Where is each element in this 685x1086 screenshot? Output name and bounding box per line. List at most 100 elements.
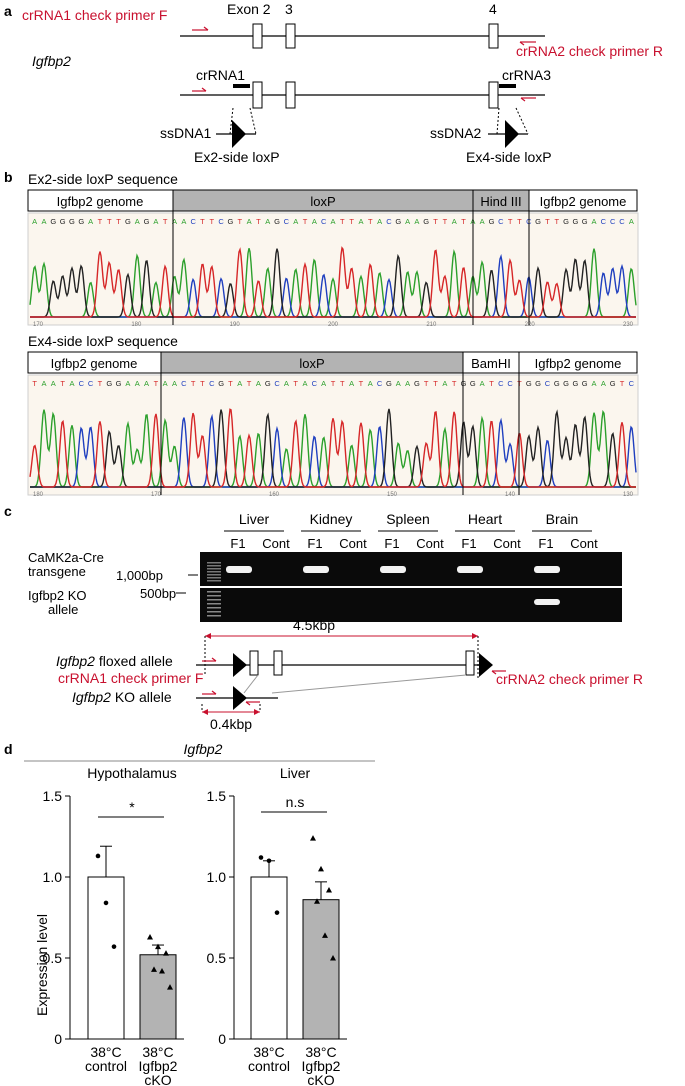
data-point [322, 932, 328, 938]
ex4-base: A [321, 379, 326, 388]
ex2-base: T [163, 217, 168, 226]
ex2-trace [29, 246, 637, 318]
ex2-base: T [303, 217, 308, 226]
panel-d-gene: Igfbp2 [184, 741, 223, 757]
primer-f-label: crRNA1 check primer F [22, 7, 167, 23]
ex2-ticks: 170 180 190 200 210 220 230 [33, 322, 634, 328]
ex4-seg-genome-2: Igfbp2 genome [535, 356, 622, 371]
loxp-triangle-1 [232, 120, 246, 148]
ex2-base: G [144, 217, 150, 226]
ex2-base: T [368, 217, 373, 226]
ex2-base: A [88, 217, 93, 226]
ladder-band [207, 574, 221, 576]
lane-label-f1: F1 [230, 536, 245, 551]
ex2-base: T [256, 217, 261, 226]
data-point [314, 898, 320, 904]
x-label: control [248, 1058, 290, 1074]
ex4-base: T [60, 379, 65, 388]
bar-control [250, 876, 288, 1040]
ex4-base: C [498, 379, 504, 388]
ko-distance: 0.4kbp [201, 704, 261, 732]
band-cre-brain [534, 566, 560, 573]
ex4-base: G [414, 379, 420, 388]
ladder-band [207, 595, 221, 597]
ex4-base: G [572, 379, 578, 388]
data-point [266, 858, 272, 864]
ex2-base: T [461, 217, 466, 226]
y-tick-label: 0 [54, 1031, 62, 1047]
gel-bands [207, 562, 560, 617]
floxed-label: Igfbp2 floxed allele [56, 653, 173, 669]
ladder-band [207, 577, 221, 579]
lane-label-f1: F1 [461, 536, 476, 551]
ex2-seg-loxp: loxP [310, 194, 335, 209]
ex2-base: T [210, 217, 215, 226]
ex4-base: A [256, 379, 261, 388]
panel-b-letter: b [4, 169, 13, 185]
crrna3-mark [499, 84, 516, 88]
dist-short: 0.4kbp [210, 716, 252, 732]
ex4-base: A [442, 379, 447, 388]
ex4-base: T [452, 379, 457, 388]
ex4-base: G [563, 379, 569, 388]
ex2-base: G [78, 217, 84, 226]
panel-d-ylabel: Expression level [34, 914, 50, 1016]
data-point [310, 835, 316, 841]
floxed-primer-f: crRNA1 check primer F [58, 670, 203, 686]
gene-label-a: Igfbp2 [32, 53, 71, 69]
ex2-tick-label: 200 [328, 322, 339, 328]
y-tick-label: 1.5 [43, 788, 63, 804]
lane-label-cont: Cont [493, 536, 521, 551]
ladder-band [207, 607, 221, 609]
ex2-base: A [247, 217, 252, 226]
ex2-base: T [443, 217, 448, 226]
exon4-label: 4 [489, 1, 497, 17]
row2-label-2: allele [48, 602, 78, 617]
ex2-base: T [200, 217, 205, 226]
ex2-base: A [32, 217, 37, 226]
ko-label: Igfbp2 KO allele [72, 689, 172, 705]
ladder-band [207, 611, 221, 613]
x-label: Igfbp2 [302, 1058, 341, 1074]
ex4-base: T [489, 379, 494, 388]
ex2-base: A [330, 217, 335, 226]
ex4-loxp-label: Ex4-side loxP [466, 149, 552, 165]
data-point [318, 865, 324, 872]
ssdna2-insert [488, 107, 529, 148]
ex2-base: T [517, 217, 522, 226]
ex2-base: G [60, 217, 66, 226]
ex2-base: C [284, 217, 290, 226]
panel-d-letter: d [4, 741, 13, 757]
significance-label: n.s [286, 794, 305, 810]
ex4-base: T [620, 379, 625, 388]
data-point [326, 886, 332, 893]
ex2-seg-hind: Hind III [480, 194, 521, 209]
ex2-base: G [582, 217, 588, 226]
lane-label-cont: Cont [339, 536, 367, 551]
ex2-base: A [592, 217, 597, 226]
ex4-base: A [349, 379, 354, 388]
data-point [95, 853, 101, 859]
ex4-base: A [125, 379, 130, 388]
ex2-base: A [135, 217, 140, 226]
ex2-base: G [572, 217, 578, 226]
ex2-base: A [41, 217, 46, 226]
x-label: 38°C [90, 1044, 121, 1060]
ex2-base: G [489, 217, 495, 226]
ex2-base: C [218, 217, 224, 226]
y-tick-label: 1.0 [43, 869, 63, 885]
ex4-base: G [106, 379, 112, 388]
tissue-label-brain: Brain [546, 511, 579, 527]
ex4-base: T [200, 379, 205, 388]
ex2-base: A [358, 217, 363, 226]
band-cre-heart [457, 566, 483, 573]
ex2-base: C [190, 217, 196, 226]
ex4-base: T [191, 379, 196, 388]
ex4-base: T [228, 379, 233, 388]
ex4-base: G [265, 379, 271, 388]
ex4-base: A [144, 379, 149, 388]
ex4-base: T [32, 379, 37, 388]
ex2-base: C [498, 217, 504, 226]
ex4-base: T [293, 379, 298, 388]
ex4-base: G [461, 379, 467, 388]
